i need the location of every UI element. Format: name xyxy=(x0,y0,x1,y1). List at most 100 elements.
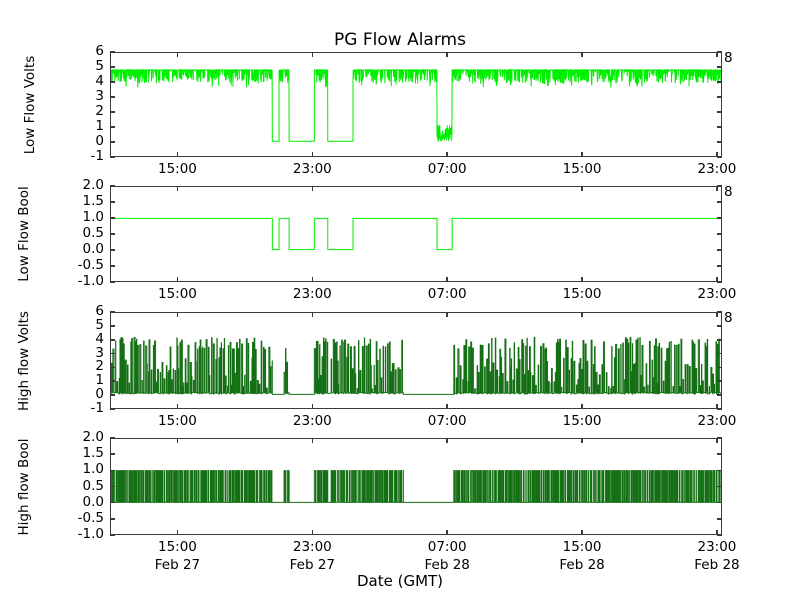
y-tick-mark xyxy=(110,352,115,355)
y-tick-mark-right xyxy=(717,485,722,488)
y-tick-label: 2.0 xyxy=(82,429,104,445)
y-tick-mark xyxy=(110,325,115,327)
y-tick-mark-right xyxy=(717,380,722,383)
y-tick-label: 2.0 xyxy=(82,177,104,193)
x-tick-label: 23:00 xyxy=(697,413,737,429)
x-tick-mark-top xyxy=(716,186,718,191)
y-tick-mark xyxy=(110,380,115,383)
data-trace xyxy=(111,471,721,503)
high-flow-bool-plot-area xyxy=(111,439,721,534)
y-tick-label: 4 xyxy=(95,330,104,347)
y-tick-label: 0 xyxy=(95,133,104,149)
y-tick-mark-right xyxy=(717,366,722,369)
x-tick-mark xyxy=(311,404,314,409)
y-tick-mark xyxy=(110,437,115,439)
x-tick-label: 15:00 xyxy=(562,413,602,429)
x-tick-mark-top xyxy=(581,438,583,443)
y-tick-label: -1.0 xyxy=(77,273,104,289)
y-tick-label: 4 xyxy=(95,73,104,89)
x-tick-mark-top xyxy=(581,52,583,57)
x-tick-mark-top xyxy=(176,312,179,317)
y-tick-mark xyxy=(110,501,115,504)
x-tick-mark xyxy=(446,152,448,157)
y-tick-mark-right xyxy=(717,437,722,439)
x-tick-mark-top xyxy=(716,312,718,317)
clipped-date-label: 8 xyxy=(724,50,733,66)
y-tick-mark xyxy=(110,249,115,251)
y-tick-mark xyxy=(110,265,115,267)
x-tick-label: 15:00 xyxy=(562,286,602,302)
y-tick-mark xyxy=(110,281,115,283)
clipped-date-label: 8 xyxy=(724,310,733,326)
x-tick-label: 23:00 xyxy=(292,161,332,177)
x-tick-label: 15:00 xyxy=(562,539,602,555)
y-tick-mark xyxy=(110,408,115,410)
x-tick-mark xyxy=(716,404,718,409)
y-tick-mark xyxy=(110,51,115,53)
y-tick-mark xyxy=(110,338,115,341)
x-tick-mark xyxy=(716,277,718,282)
x-tick-label: 15:00 xyxy=(157,161,197,177)
y-tick-mark-right xyxy=(717,81,722,83)
y-tick-mark xyxy=(110,156,115,158)
y-tick-label: 3 xyxy=(95,88,104,104)
y-tick-mark-right xyxy=(717,96,722,98)
x-tick-mark-top xyxy=(311,186,314,191)
x-tick-mark xyxy=(311,152,314,157)
x-tick-label: 15:00 xyxy=(157,286,197,302)
x-tick-label: 07:00 xyxy=(427,161,467,177)
y-tick-label: -1 xyxy=(90,400,104,416)
x-tick-label: 23:00 xyxy=(292,539,332,555)
y-tick-mark xyxy=(110,126,115,128)
y-tick-mark-right xyxy=(717,201,722,203)
y-tick-mark xyxy=(110,366,115,369)
y-tick-mark-right xyxy=(717,311,722,313)
x-tick-mark-top xyxy=(311,438,314,443)
y-tick-label: 0.5 xyxy=(82,225,104,241)
y-tick-mark-right xyxy=(717,141,722,143)
y-tick-mark-right xyxy=(717,217,722,219)
y-tick-mark xyxy=(110,518,115,520)
y-tick-mark-right xyxy=(717,265,722,267)
y-tick-mark xyxy=(110,141,115,143)
y-tick-label: -0.5 xyxy=(77,509,104,526)
x-tick-date-label: Feb 28 xyxy=(694,557,740,573)
high-flow-volts-plot-area xyxy=(111,313,721,408)
y-tick-mark-right xyxy=(717,338,722,341)
x-tick-date-label: Feb 28 xyxy=(424,557,470,573)
low-flow-bool-plot-area xyxy=(111,187,721,281)
x-tick-mark-top xyxy=(716,438,718,443)
subplot-low-flow-volts xyxy=(110,52,722,157)
y-tick-mark xyxy=(110,66,115,68)
x-tick-mark xyxy=(176,404,179,409)
y-tick-mark-right xyxy=(717,281,722,283)
x-tick-mark-top xyxy=(176,438,179,443)
x-tick-mark-top xyxy=(176,186,179,191)
y-tick-label: 1 xyxy=(95,372,104,389)
y-tick-mark xyxy=(110,311,115,313)
y-tick-label: 0.0 xyxy=(82,241,104,257)
y-tick-mark xyxy=(110,394,115,396)
y-tick-mark xyxy=(110,469,115,472)
y-tick-mark xyxy=(110,217,115,219)
x-tick-mark-top xyxy=(581,312,583,317)
x-tick-label: 07:00 xyxy=(427,413,467,429)
y-tick-mark xyxy=(110,111,115,113)
y-tick-mark-right xyxy=(717,51,722,53)
y-tick-label: 0 xyxy=(95,386,104,403)
y-tick-label: 1 xyxy=(95,118,104,134)
clipped-date-label: 8 xyxy=(724,184,733,200)
y-tick-mark xyxy=(110,534,115,536)
y-tick-label: 2 xyxy=(95,103,104,119)
y-tick-mark-right xyxy=(717,233,722,235)
y-tick-mark-right xyxy=(717,111,722,113)
x-tick-label: 15:00 xyxy=(562,161,602,177)
x-tick-mark xyxy=(581,530,583,535)
x-tick-date-label: Feb 28 xyxy=(559,557,605,573)
x-tick-date-label: Feb 27 xyxy=(154,557,201,573)
subplot-low-flow-bool xyxy=(110,186,722,282)
y-tick-mark-right xyxy=(717,469,722,472)
x-tick-label: 23:00 xyxy=(292,286,332,302)
x-tick-label: 23:00 xyxy=(697,286,737,302)
